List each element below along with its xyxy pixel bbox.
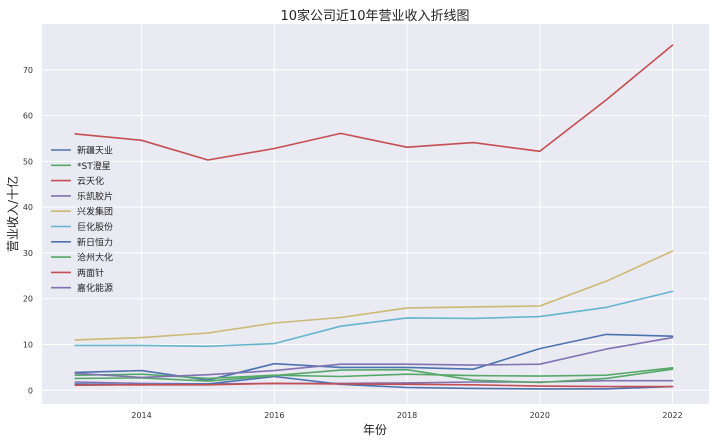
- y-tick-label: 0: [28, 386, 33, 395]
- x-tick-label: 2022: [662, 411, 682, 420]
- gridlines: [42, 24, 709, 404]
- chart-title: 10家公司近10年营业收入折线图: [280, 8, 469, 24]
- x-axis-label: 年份: [363, 423, 387, 437]
- legend-label: 沧州大化: [77, 252, 113, 264]
- x-tick-label: 2016: [264, 411, 284, 420]
- legend-label: 新疆天业: [77, 145, 113, 157]
- legend-label: 云天化: [77, 175, 104, 187]
- legend-label: *ST澄星: [77, 160, 111, 172]
- legend-label: 巨化股份: [77, 221, 113, 233]
- legend-label: 兴发集团: [77, 206, 113, 218]
- series-line: [74, 290, 674, 348]
- legend-label: 两面针: [77, 267, 104, 279]
- series-line: [74, 44, 674, 161]
- series-lines: [74, 44, 674, 390]
- y-tick-label: 10: [23, 340, 33, 349]
- legend-label: 乐凯胶片: [77, 190, 113, 202]
- y-tick-label: 70: [23, 66, 33, 75]
- x-tick-label: 2018: [397, 411, 417, 420]
- y-tick-label: 40: [23, 203, 33, 212]
- y-tick-label: 50: [23, 157, 33, 166]
- plot-area: [42, 24, 709, 404]
- x-tick-label: 2014: [131, 411, 151, 420]
- x-tick-label: 2020: [530, 411, 550, 420]
- series-line: [74, 368, 674, 384]
- y-tick-label: 60: [23, 112, 33, 121]
- series-line: [74, 382, 674, 388]
- series-line: [74, 336, 674, 379]
- series-line: [74, 250, 674, 341]
- legend-label: 新日恒力: [77, 236, 113, 248]
- y-tick-label: 20: [23, 295, 33, 304]
- tick-labels: 0 10 20 30 40 50 60 70 2014 2016 2018 2020 2022: [23, 66, 683, 420]
- legend-label: 嘉化能源: [77, 282, 113, 294]
- y-tick-label: 30: [23, 249, 33, 258]
- y-axis-label: 营业收入/十亿: [5, 176, 20, 252]
